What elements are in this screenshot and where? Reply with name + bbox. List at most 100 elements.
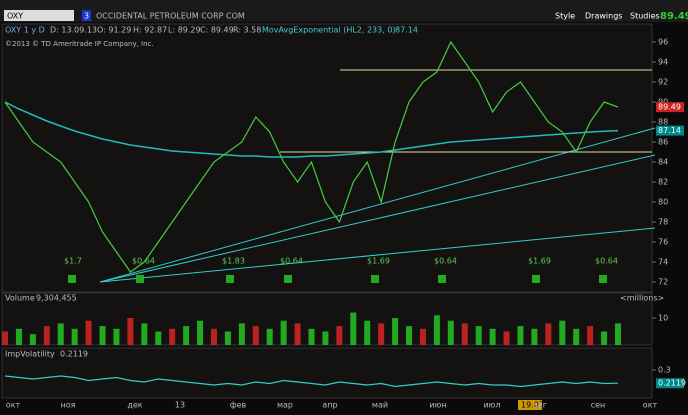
volume-bar	[475, 326, 482, 345]
price-pane	[1, 23, 653, 293]
trend-line	[99, 227, 656, 283]
y-tick-label: 76	[658, 238, 668, 247]
dividend-icon	[438, 275, 446, 283]
trend-line	[99, 154, 656, 283]
dividend-icon	[284, 275, 292, 283]
y-tick-label: 78	[658, 218, 668, 227]
x-tick-label: фев	[230, 401, 247, 410]
y-tick-label: 72	[658, 278, 668, 287]
volume-bar	[392, 318, 399, 345]
dividend-label: $1.83	[222, 257, 245, 266]
header-low: L: 89.29	[168, 26, 201, 35]
price-tag: 89.49	[658, 103, 681, 112]
x-tick-label: июн	[429, 401, 446, 410]
drawings-btn[interactable]: Drawings	[585, 12, 622, 21]
price-tag-box	[656, 102, 684, 113]
dividend-label: $1.69	[528, 257, 551, 266]
toolbar	[0, 0, 688, 22]
last-price: 89.49	[660, 11, 688, 22]
dividend-icon	[371, 275, 379, 283]
dividend-label: $0.64	[280, 257, 303, 266]
volume-bar	[57, 323, 64, 345]
x-tick-label: июл	[483, 401, 500, 410]
iv-value: 0.2119	[60, 350, 88, 359]
volume-bar	[224, 331, 231, 345]
iv-tag-box	[656, 378, 684, 389]
closes-line	[4, 40, 619, 273]
volume-bar	[378, 323, 385, 345]
symbol[interactable]: OXY	[7, 12, 23, 21]
volume-title: Volume	[5, 294, 35, 303]
volume-bar	[238, 323, 245, 345]
volume-unit: <millions>	[620, 294, 664, 303]
volume-bar	[113, 328, 120, 345]
iv-line	[4, 375, 619, 388]
date-highlight: 19.07	[521, 401, 544, 410]
volume-bar	[336, 326, 343, 345]
dividend-label: $1.69	[367, 257, 390, 266]
volume-bar	[2, 331, 8, 345]
header-date: D: 13.09.13	[50, 26, 97, 35]
header-label: OXY 1 y D	[5, 26, 45, 35]
x-tick-label: дек	[127, 401, 142, 410]
company: OCCIDENTAL PETROLEUM CORP COM	[96, 12, 245, 21]
volume-bar	[197, 320, 204, 345]
y-tick-label: 92	[658, 78, 668, 87]
volume-bar	[210, 328, 217, 345]
header-open: O: 91.29	[97, 26, 131, 35]
volume-bar	[294, 323, 301, 345]
y-tick-label: 82	[658, 178, 668, 187]
x-tick-label: апр	[322, 401, 337, 410]
x-tick-label: май	[372, 401, 388, 410]
dividend-icon	[532, 275, 540, 283]
y-tick-label: 94	[658, 58, 668, 67]
volume-bar	[531, 328, 538, 345]
x-tick-label: окт	[6, 401, 21, 410]
volume-bar	[15, 328, 22, 345]
y-tick-label: 84	[658, 158, 668, 167]
studies-btn[interactable]: Studies	[630, 12, 660, 21]
volume-bar	[350, 312, 357, 345]
volume-bar	[29, 334, 36, 345]
volume-bar	[85, 320, 92, 345]
volume-bar	[155, 331, 162, 345]
volume-bar	[141, 323, 148, 345]
x-tick-label: мар	[277, 401, 293, 410]
volume-tick: 10	[658, 314, 668, 323]
y-tick-label: 86	[658, 138, 668, 147]
dividend-label: $0.64	[132, 257, 155, 266]
copyright: ©2013 © TD Ameritrade IP Company, Inc.	[5, 40, 154, 48]
price-tag: 87.14	[658, 126, 681, 135]
header-range: R: 3.58	[233, 26, 261, 35]
volume-bar	[573, 328, 580, 345]
volume-bar	[615, 323, 621, 345]
volume-bar	[447, 320, 454, 345]
style-btn[interactable]: Style	[555, 12, 575, 21]
header-study-value: 87.14	[395, 26, 418, 35]
volume-bar	[71, 328, 78, 345]
volume-bar	[43, 326, 50, 345]
badge: 3	[84, 12, 89, 21]
trend-line	[99, 127, 656, 283]
volume-bar	[252, 326, 259, 345]
y-tick-label: 96	[658, 38, 668, 47]
volume-value: 9,304,455	[36, 294, 77, 303]
dividend-label: $0.64	[434, 257, 457, 266]
header-close: C: 89.49	[200, 26, 234, 35]
x-tick-label: авг	[533, 401, 547, 410]
x-tick-label: ноя	[61, 401, 76, 410]
volume-bar	[308, 328, 315, 345]
volume-bar	[503, 331, 510, 345]
volume-bar	[461, 323, 468, 345]
symbol-box[interactable]	[4, 10, 74, 21]
volume-bar	[99, 326, 106, 345]
volume-bar	[406, 326, 413, 345]
ema-line	[4, 101, 619, 158]
y-tick-label: 80	[658, 198, 668, 207]
y-tick-label: 88	[658, 118, 668, 127]
dividend-icon	[599, 275, 607, 283]
volume-bar	[601, 331, 608, 345]
iv-title: ImpVolatility	[5, 350, 55, 359]
dividend-label: $1.7	[64, 257, 82, 266]
volume-bar	[364, 320, 371, 345]
